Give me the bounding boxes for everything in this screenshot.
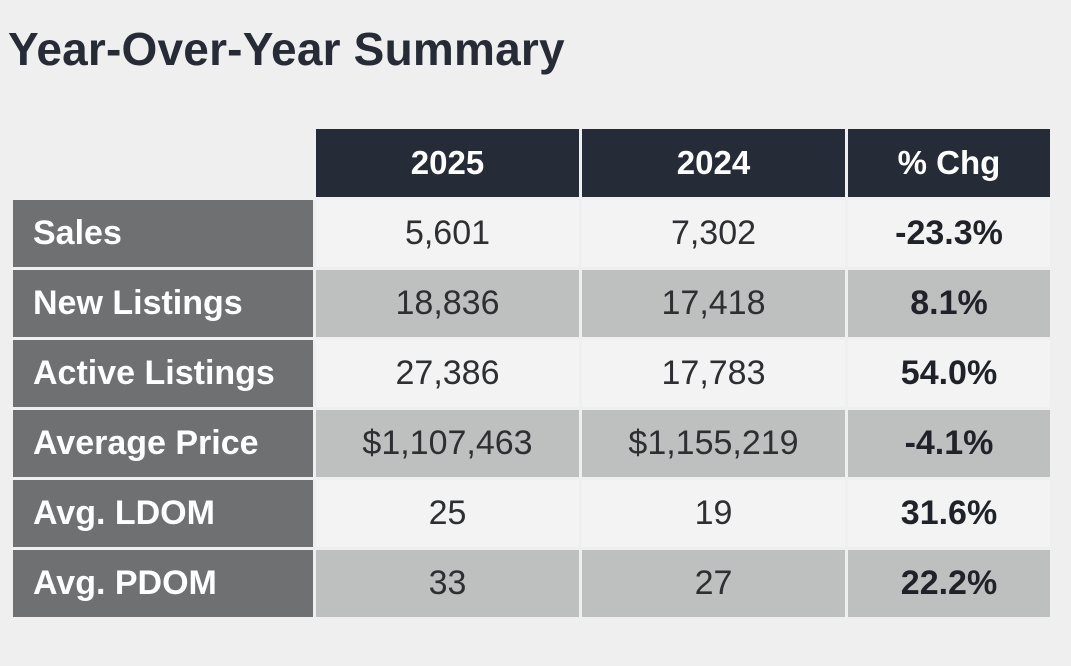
value-2024: 17,783 (582, 340, 845, 407)
row-label: Active Listings (13, 340, 313, 407)
pct-change: 54.0% (848, 340, 1050, 407)
value-2024: 19 (582, 480, 845, 547)
header-pct-change: % Chg (848, 129, 1050, 197)
value-2024: 27 (582, 550, 845, 617)
value-2024: $1,155,219 (582, 410, 845, 477)
pct-change: 22.2% (848, 550, 1050, 617)
table-row-avg-pdom: Avg. PDOM 33 27 22.2% (13, 550, 1050, 617)
table-row-active-listings: Active Listings 27,386 17,783 54.0% (13, 340, 1050, 407)
value-2025: 18,836 (316, 270, 579, 337)
table-row-avg-ldom: Avg. LDOM 25 19 31.6% (13, 480, 1050, 547)
summary-table: 2025 2024 % Chg Sales 5,601 7,302 -23.3%… (10, 126, 1053, 620)
header-corner-cell (13, 129, 313, 197)
value-2025: 25 (316, 480, 579, 547)
table-row-sales: Sales 5,601 7,302 -23.3% (13, 200, 1050, 267)
page-title: Year-Over-Year Summary (8, 23, 565, 75)
row-label: Avg. LDOM (13, 480, 313, 547)
row-label: Avg. PDOM (13, 550, 313, 617)
table-row-new-listings: New Listings 18,836 17,418 8.1% (13, 270, 1050, 337)
pct-change: -23.3% (848, 200, 1050, 267)
table-row-average-price: Average Price $1,107,463 $1,155,219 -4.1… (13, 410, 1050, 477)
row-label: Average Price (13, 410, 313, 477)
header-2024: 2024 (582, 129, 845, 197)
row-label: New Listings (13, 270, 313, 337)
table-header-row: 2025 2024 % Chg (13, 129, 1050, 197)
pct-change: 31.6% (848, 480, 1050, 547)
pct-change: 8.1% (848, 270, 1050, 337)
value-2024: 7,302 (582, 200, 845, 267)
header-2025: 2025 (316, 129, 579, 197)
value-2025: 33 (316, 550, 579, 617)
value-2025: 27,386 (316, 340, 579, 407)
value-2025: $1,107,463 (316, 410, 579, 477)
value-2024: 17,418 (582, 270, 845, 337)
value-2025: 5,601 (316, 200, 579, 267)
pct-change: -4.1% (848, 410, 1050, 477)
row-label: Sales (13, 200, 313, 267)
